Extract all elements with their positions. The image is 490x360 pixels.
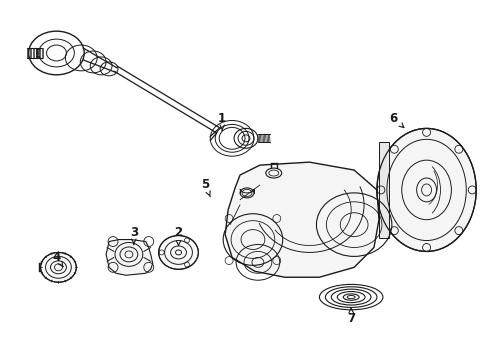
Polygon shape: [106, 239, 153, 275]
Text: 7: 7: [347, 308, 355, 325]
Text: 5: 5: [201, 179, 210, 197]
Text: 2: 2: [174, 226, 183, 245]
Text: 1: 1: [218, 112, 226, 131]
Text: 3: 3: [130, 226, 138, 245]
Polygon shape: [225, 162, 379, 277]
Text: 4: 4: [52, 251, 63, 267]
Text: 6: 6: [390, 112, 404, 127]
Ellipse shape: [41, 252, 76, 282]
Polygon shape: [379, 142, 389, 238]
Ellipse shape: [377, 129, 476, 251]
Ellipse shape: [159, 235, 198, 269]
